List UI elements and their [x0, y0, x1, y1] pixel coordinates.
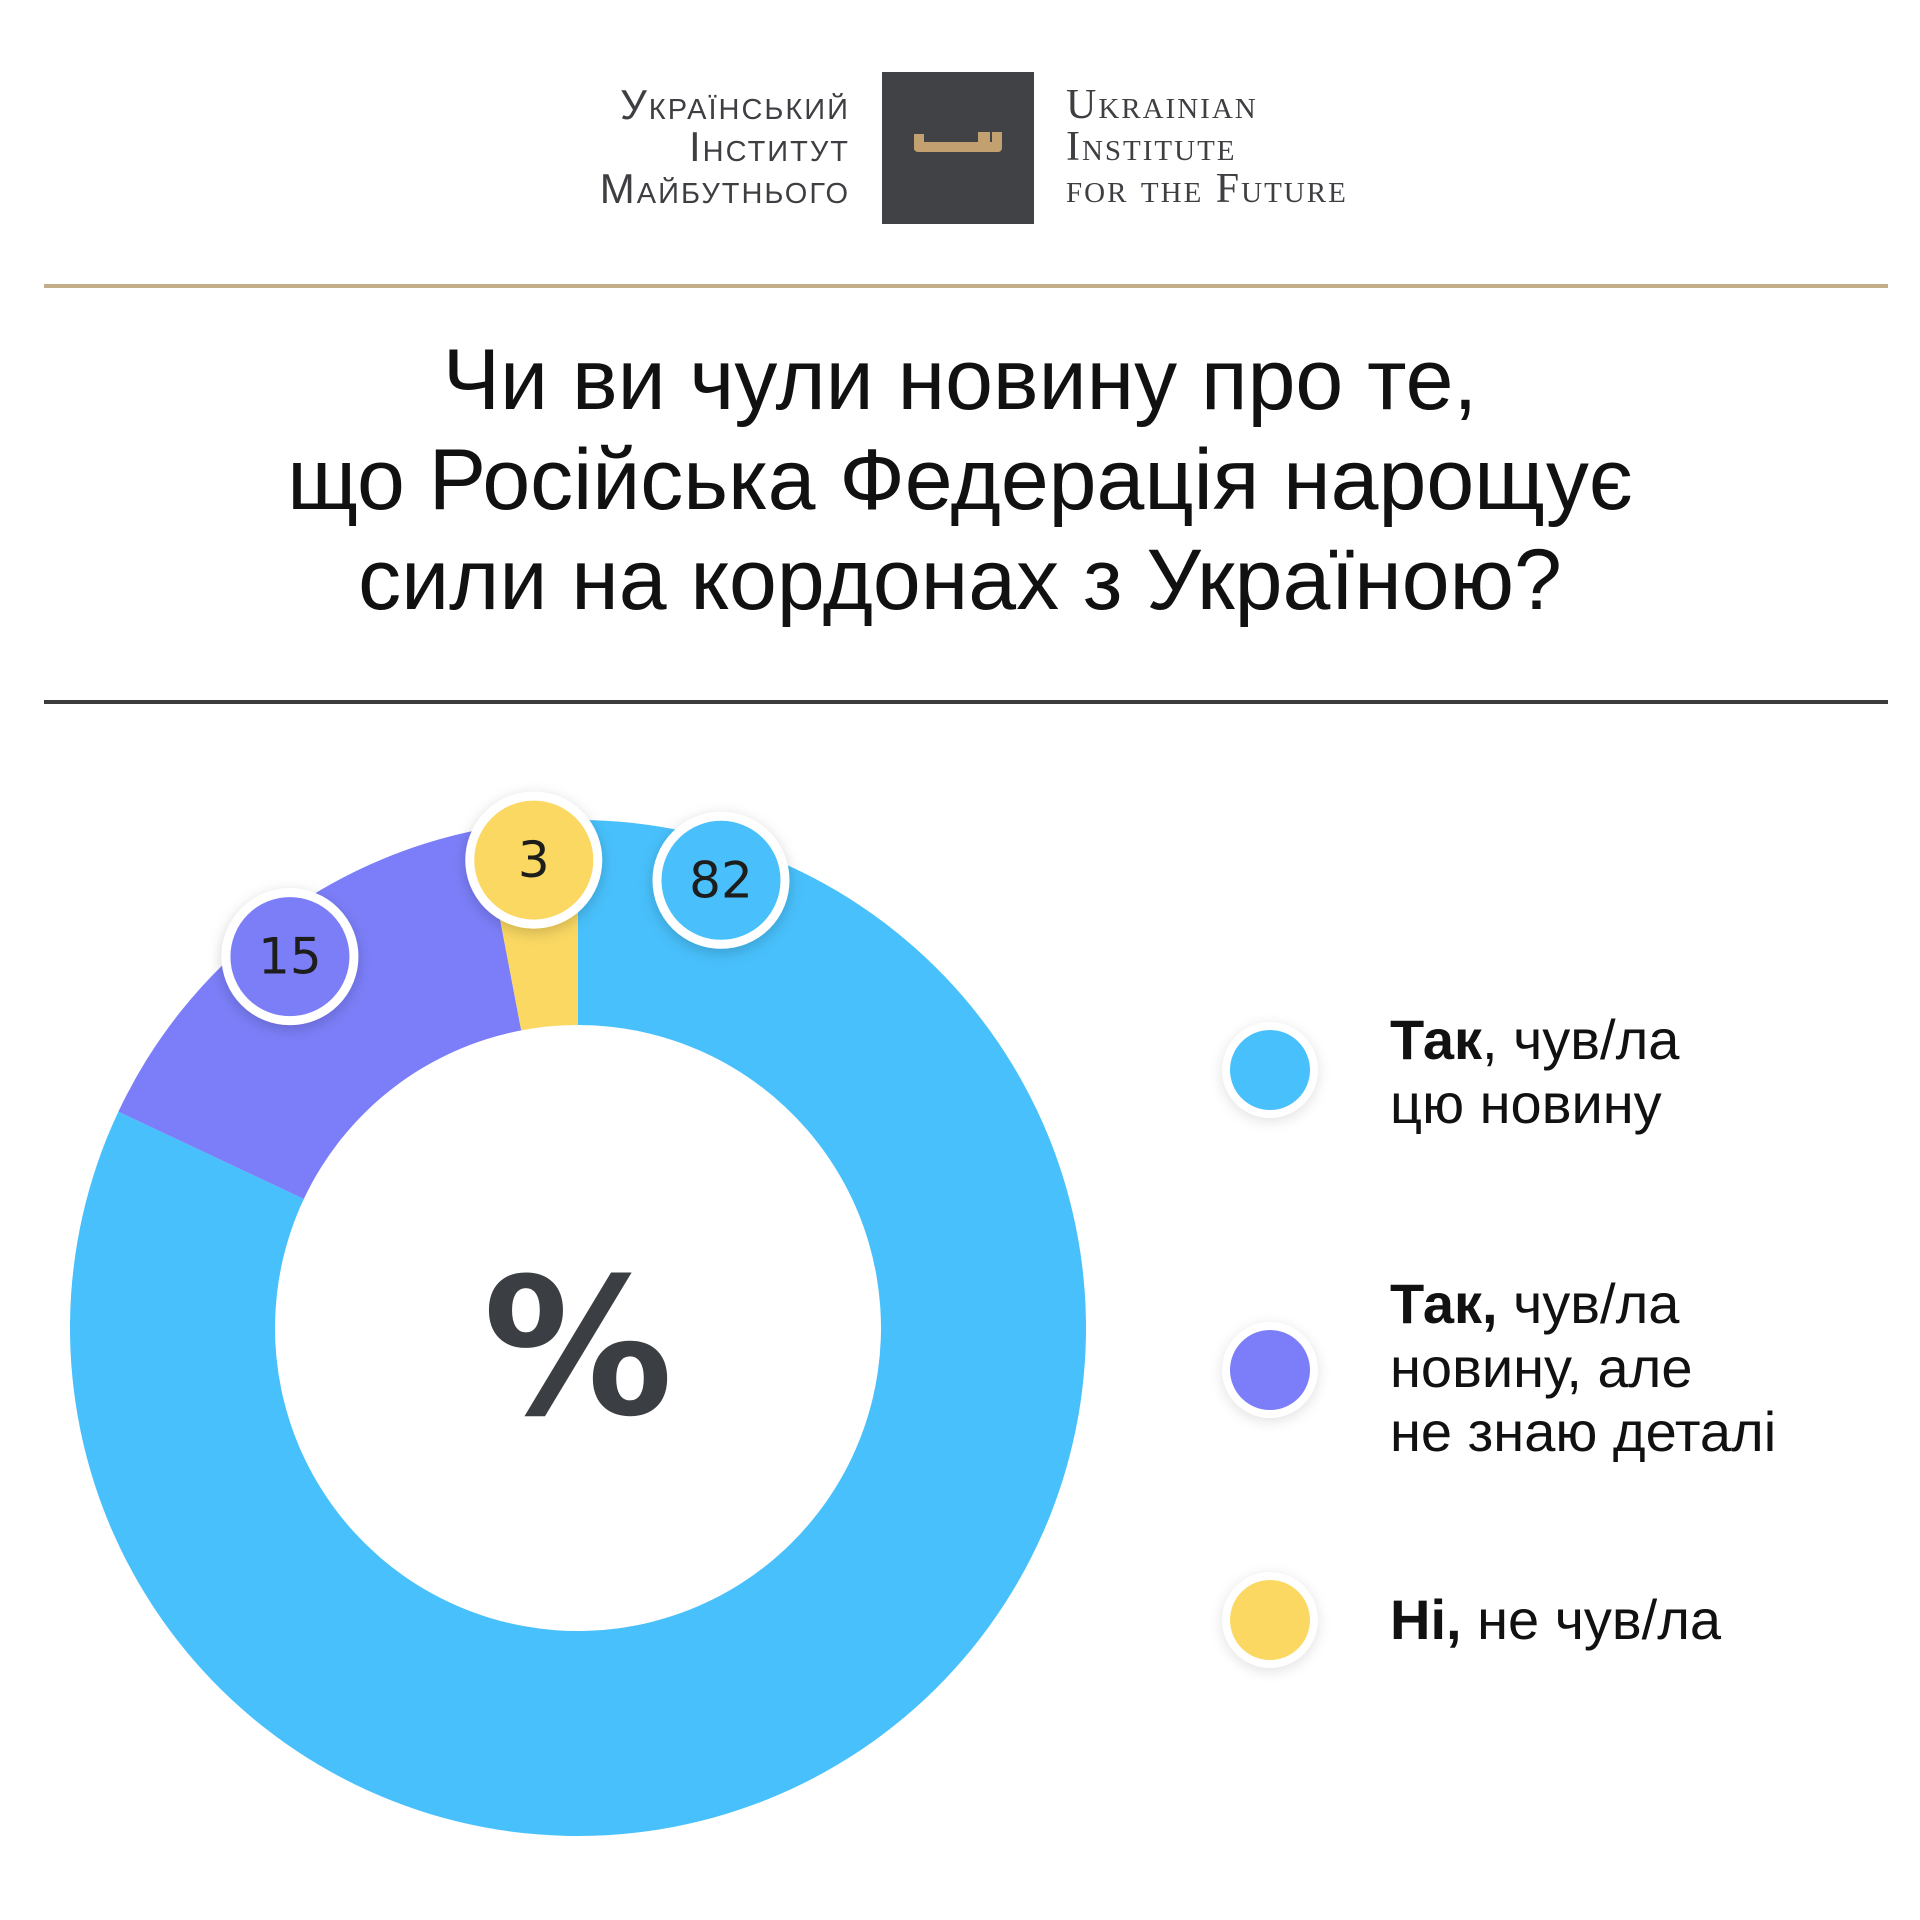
logo-ua-line: Інститут — [688, 123, 850, 170]
legend-swatch — [1230, 1580, 1310, 1660]
legend-label-bold: Так — [1390, 1008, 1482, 1071]
key-icon — [914, 132, 1002, 152]
logo-en-line: Ukrainian — [1066, 82, 1258, 128]
legend-label-bold: Так, — [1390, 1272, 1498, 1335]
legend-label-rest: , чув/ла — [1481, 1008, 1680, 1071]
logo-en-line: Institute — [1066, 124, 1237, 170]
legend-swatch — [1230, 1030, 1310, 1110]
data-label-2: 3 — [518, 831, 550, 889]
question-line: сили на кордонах з Україною? — [358, 532, 1562, 628]
logo-emblem — [882, 72, 1034, 224]
legend-swatch — [1230, 1330, 1310, 1410]
logo-text-ukrainian: Український Інститут Майбутнього — [600, 84, 850, 210]
logo-en-line: for the Future — [1066, 166, 1348, 212]
donut-chart: 82 15 3 % — [70, 791, 1086, 1836]
data-label-0: 82 — [689, 851, 753, 909]
data-label-badge-1 — [221, 888, 359, 1026]
logo-text-english: Ukrainian Institute for the Future — [1066, 84, 1348, 210]
data-label-1: 15 — [258, 928, 322, 986]
legend-label-rest: новину, але — [1390, 1336, 1693, 1399]
legend-label: Так, чув/ла новину, але не знаю деталі — [1390, 1272, 1776, 1464]
legend-label: Ні, не чув/ла — [1390, 1588, 1721, 1652]
logo-ua-line: Український — [620, 81, 850, 128]
legend-label: Так, чув/ла цю новину — [1390, 1008, 1679, 1136]
divider-top — [44, 284, 1888, 288]
question-title: Чи ви чули новину про те, що Російська Ф… — [0, 330, 1920, 630]
data-label-badge-2 — [465, 791, 603, 929]
data-label-badge-0 — [652, 811, 790, 949]
legend-label-rest: не чув/ла — [1461, 1588, 1722, 1651]
donut-slice-0 — [70, 820, 1086, 1836]
legend-label-rest: чув/ла — [1497, 1272, 1680, 1335]
legend-label-rest: не знаю деталі — [1390, 1400, 1777, 1463]
legend-label-bold: Ні, — [1390, 1588, 1462, 1651]
question-line: Чи ви чули новину про те, — [442, 332, 1478, 428]
logo-ua-line: Майбутнього — [599, 165, 850, 212]
legend-label-rest: цю новину — [1390, 1072, 1662, 1135]
divider-bottom — [44, 700, 1888, 704]
center-percent-label: % — [483, 1238, 673, 1459]
question-line: що Російська Федерація нарощує — [287, 432, 1633, 528]
